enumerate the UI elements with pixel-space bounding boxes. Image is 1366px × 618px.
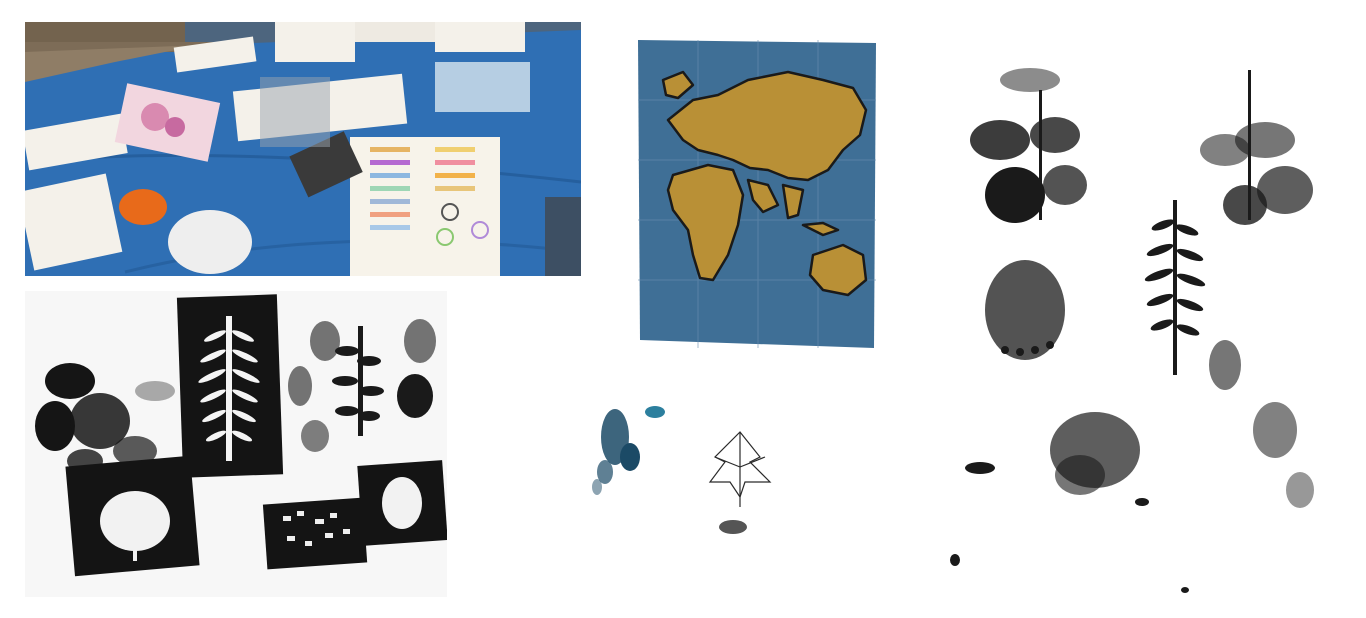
leaf-stencil-print (25, 291, 447, 597)
fern-monoprint (945, 30, 1345, 595)
workshop-table-photo (25, 22, 581, 276)
blue-leaf-print (575, 372, 780, 562)
painted-world-map (638, 40, 876, 348)
